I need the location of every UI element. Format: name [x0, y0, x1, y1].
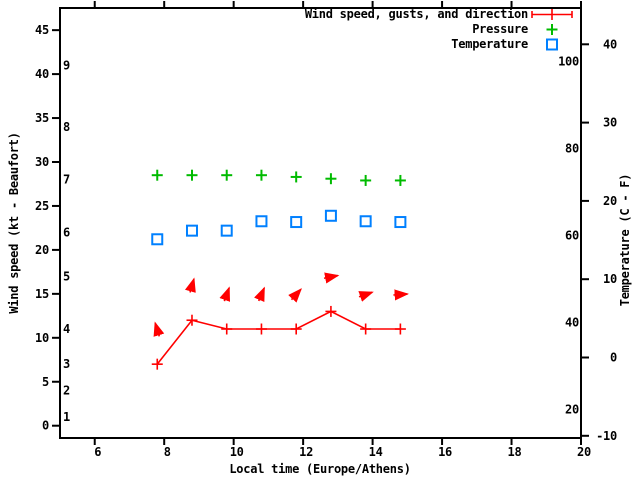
beaufort-label: 8: [63, 120, 70, 134]
legend-label-pressure: Pressure: [472, 22, 528, 36]
temperature-point-marker: [359, 215, 372, 228]
wind-direction-arrow: [358, 291, 374, 302]
legend-label-wind: Wind speed, gusts, and direction: [305, 7, 528, 21]
celsius-tick-label: 40: [603, 37, 617, 51]
beaufort-label: 5: [63, 269, 70, 283]
x-tick-label: 8: [164, 445, 171, 459]
wind-speed-line: [156, 310, 401, 365]
beaufort-label: 3: [63, 357, 70, 371]
data-series: [151, 169, 409, 370]
celsius-tick-label: 0: [610, 351, 617, 365]
beaufort-label: 4: [63, 322, 70, 336]
x-tick-label: 10: [230, 445, 244, 459]
kt-tick-label: 40: [35, 67, 49, 81]
legend-symbols: [531, 9, 573, 51]
x-axis-label: Local time (Europe/Athens): [229, 462, 410, 476]
kt-tick-label: 20: [35, 243, 49, 257]
fahrenheit-label: 100: [558, 55, 579, 69]
temperature-point-marker: [255, 215, 268, 228]
kt-tick-label: 10: [35, 331, 49, 345]
celsius-tick-label: 20: [603, 194, 617, 208]
beaufort-label: 7: [63, 173, 70, 187]
kt-tick-label: 35: [35, 111, 49, 125]
temperature-point-marker: [185, 224, 198, 237]
right-axis-label: Temperature (C - F): [618, 174, 632, 307]
kt-tick-label: 30: [35, 155, 49, 169]
beaufort-label: 6: [63, 225, 70, 239]
beaufort-label: 1: [63, 410, 70, 424]
x-tick-label: 14: [369, 445, 383, 459]
wind-direction-arrow: [153, 321, 165, 337]
temperature-point-marker: [151, 233, 164, 246]
kt-tick-label: 5: [42, 375, 49, 389]
x-tick-label: 6: [94, 445, 101, 459]
celsius-tick-label: -10: [596, 429, 617, 443]
axis-tick-labels: 6 8 10 12 14 16 18 2005101520253035404512345678…: [35, 23, 617, 459]
x-tick-label: 16: [438, 445, 452, 459]
wind-direction-arrow: [219, 286, 230, 302]
wind-direction-arrow: [254, 286, 265, 303]
celsius-tick-label: 30: [603, 116, 617, 130]
wind-direction-arrow: [185, 277, 196, 293]
x-tick-label: 12: [299, 445, 313, 459]
beaufort-label: 9: [63, 58, 70, 72]
celsius-tick-label: 10: [603, 272, 617, 286]
fahrenheit-label: 80: [565, 142, 579, 156]
wind-direction-arrow: [323, 272, 340, 284]
fahrenheit-label: 20: [565, 403, 579, 417]
axis-ticks: [52, 1, 589, 445]
temperature-point-marker: [324, 209, 337, 222]
plot-border: [59, 7, 582, 439]
open-square-icon: [546, 38, 558, 51]
kt-tick-label: 15: [35, 287, 49, 301]
wind-direction-arrow: [393, 289, 409, 301]
beaufort-label: 2: [63, 384, 70, 398]
kt-tick-label: 25: [35, 199, 49, 213]
temperature-point-marker: [220, 224, 233, 237]
fahrenheit-label: 60: [565, 229, 579, 243]
x-tick-label: 20: [577, 445, 591, 459]
kt-tick-label: 0: [42, 419, 49, 433]
kt-tick-label: 45: [35, 23, 49, 37]
temperature-point-marker: [394, 216, 407, 229]
temperature-point-marker: [290, 216, 303, 229]
x-tick-label: 18: [508, 445, 522, 459]
left-axis-label: Wind speed (kt - Beaufort): [7, 132, 21, 313]
legend-label-temperature: Temperature: [451, 37, 528, 51]
wind-direction-arrow: [288, 288, 302, 303]
fahrenheit-label: 40: [565, 316, 579, 330]
